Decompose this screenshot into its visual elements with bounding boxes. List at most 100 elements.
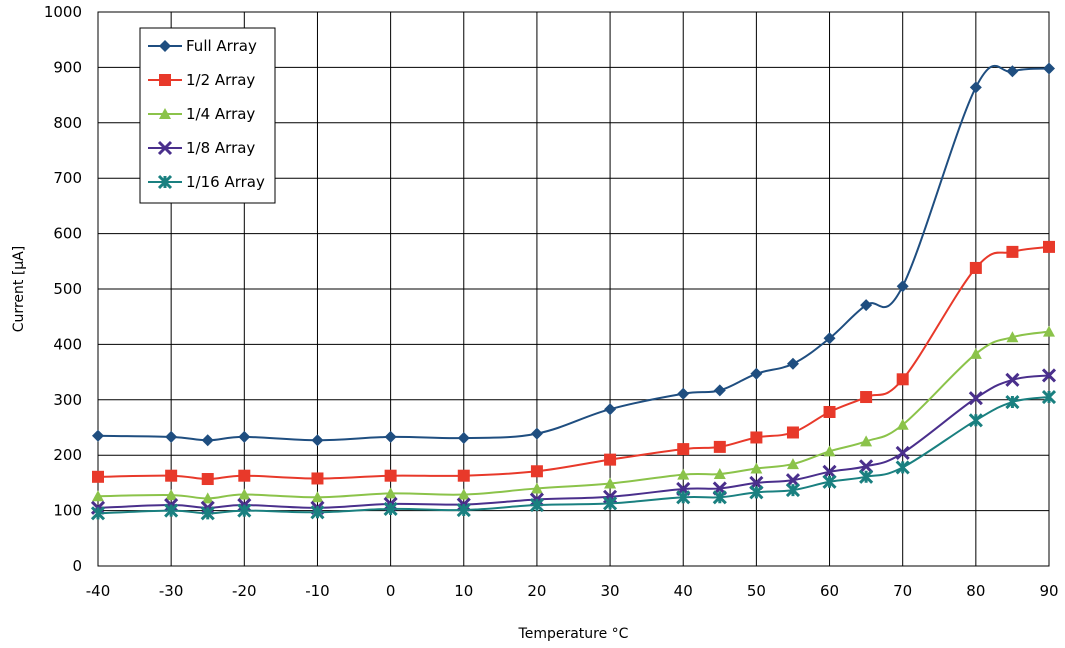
data-point xyxy=(456,502,471,518)
x-tick-label: 80 xyxy=(966,582,985,600)
data-point xyxy=(713,440,726,453)
data-point xyxy=(860,435,873,447)
data-point xyxy=(1006,331,1019,343)
data-point xyxy=(823,332,836,345)
data-point xyxy=(896,280,909,293)
data-point xyxy=(750,431,763,444)
y-tick-label: 400 xyxy=(53,335,82,353)
x-tick-label: 50 xyxy=(747,582,766,600)
x-tick-label: -30 xyxy=(159,582,184,600)
data-point xyxy=(530,465,543,478)
x-tick-label: 30 xyxy=(601,582,620,600)
data-point xyxy=(969,81,982,94)
data-point xyxy=(238,430,251,443)
y-tick-label: 1000 xyxy=(44,3,82,21)
legend-label: Full Array xyxy=(186,37,257,55)
data-point xyxy=(92,490,104,502)
x-axis-title: Temperature °C xyxy=(518,626,629,642)
x-tick-label: -20 xyxy=(232,582,257,600)
data-point xyxy=(1043,325,1055,337)
data-point xyxy=(786,357,799,370)
data-point xyxy=(457,469,470,482)
x-tick-label: 10 xyxy=(454,582,473,600)
data-point xyxy=(896,418,909,430)
x-tick-label: 0 xyxy=(386,582,396,600)
series-group xyxy=(90,62,1057,521)
data-point xyxy=(1005,394,1020,410)
legend-marker xyxy=(157,140,173,156)
data-point xyxy=(1006,245,1019,258)
x-tick-label: 90 xyxy=(1039,582,1058,600)
data-point xyxy=(750,367,763,380)
data-point xyxy=(201,492,214,504)
x-tick-label: 70 xyxy=(893,582,912,600)
y-tick-label: 700 xyxy=(53,169,82,187)
data-point xyxy=(384,430,397,443)
data-point xyxy=(713,468,726,480)
y-tick-label: 600 xyxy=(53,225,82,243)
data-point xyxy=(859,469,874,484)
legend-item: 1/4 Array xyxy=(148,105,255,123)
data-point xyxy=(896,373,909,386)
legend-label: 1/4 Array xyxy=(186,105,255,123)
data-point xyxy=(713,384,726,397)
series-line xyxy=(97,64,1050,442)
legend-item: Full Array xyxy=(148,37,257,55)
data-point xyxy=(311,491,324,503)
y-tick-label: 800 xyxy=(53,114,82,132)
data-point xyxy=(859,459,874,474)
data-point xyxy=(895,460,910,475)
data-point xyxy=(164,503,179,518)
data-point xyxy=(238,488,251,500)
data-point xyxy=(712,490,727,505)
data-point xyxy=(1043,62,1055,75)
legend-marker xyxy=(159,40,171,52)
data-point xyxy=(969,261,982,274)
y-tick-label: 100 xyxy=(53,502,82,520)
data-point xyxy=(200,506,215,521)
data-point xyxy=(604,453,617,466)
data-point xyxy=(530,482,543,494)
data-point xyxy=(165,430,178,443)
data-point xyxy=(165,489,178,501)
data-point xyxy=(604,403,617,416)
data-point xyxy=(677,468,690,480)
data-point xyxy=(750,462,763,474)
data-point xyxy=(604,477,617,489)
data-point xyxy=(311,472,324,485)
data-point xyxy=(92,429,104,442)
series-5 xyxy=(90,389,1057,521)
x-tick-label: 20 xyxy=(527,582,546,600)
data-point xyxy=(92,470,104,483)
data-point xyxy=(968,413,983,428)
data-point xyxy=(1005,372,1020,387)
data-point xyxy=(786,458,799,470)
data-point xyxy=(969,347,982,359)
x-axis-ticks: -40 -30 -20 -10 0 10 20 30 40 50 60 70 80 90 xyxy=(86,582,1059,600)
y-tick-label: 300 xyxy=(53,391,82,409)
x-tick-label: -10 xyxy=(305,582,330,600)
data-point xyxy=(1041,368,1057,383)
data-point xyxy=(677,387,690,400)
data-point xyxy=(201,473,214,486)
data-point xyxy=(786,426,799,439)
series-2 xyxy=(92,240,1055,486)
data-point xyxy=(201,434,214,447)
data-point xyxy=(310,505,325,520)
data-point xyxy=(530,427,543,440)
data-point xyxy=(165,469,178,482)
legend-label: 1/8 Array xyxy=(186,139,255,157)
legend-item: 1/8 Array xyxy=(148,139,255,157)
data-point xyxy=(968,391,983,406)
data-point xyxy=(860,391,873,404)
data-point xyxy=(785,483,801,498)
x-tick-label: -40 xyxy=(86,582,111,600)
data-point xyxy=(90,506,106,521)
data-point xyxy=(237,503,252,518)
y-axis-title: Current [µA] xyxy=(11,246,27,332)
data-point xyxy=(895,445,910,461)
data-point xyxy=(823,405,836,418)
y-tick-label: 200 xyxy=(53,446,82,464)
data-point xyxy=(457,488,470,500)
data-point xyxy=(311,434,324,447)
